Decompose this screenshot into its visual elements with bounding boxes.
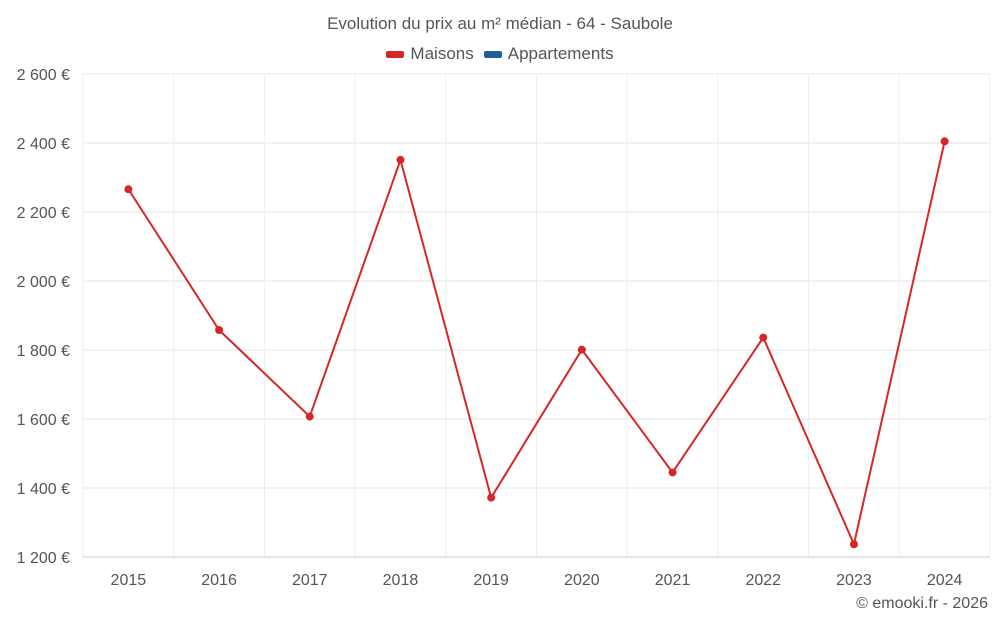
x-tick-label: 2020 bbox=[564, 572, 600, 589]
y-tick-label: 1 400 € bbox=[17, 481, 70, 498]
x-tick-label: 2016 bbox=[201, 572, 237, 589]
data-point[interactable] bbox=[305, 412, 314, 421]
x-tick-label: 2015 bbox=[111, 572, 147, 589]
legend-item-appartements[interactable]: Appartements bbox=[483, 44, 614, 64]
x-tick-label: 2023 bbox=[836, 572, 872, 589]
data-point[interactable] bbox=[577, 345, 586, 354]
x-tick-label: 2022 bbox=[745, 572, 781, 589]
chart-title: Evolution du prix au m² médian - 64 - Sa… bbox=[327, 14, 673, 33]
y-tick-label: 1 800 € bbox=[17, 343, 70, 360]
x-tick-label: 2019 bbox=[473, 572, 509, 589]
data-point[interactable] bbox=[215, 325, 224, 334]
data-point[interactable] bbox=[759, 333, 768, 342]
y-tick-label: 2 200 € bbox=[17, 205, 70, 222]
x-tick-label: 2021 bbox=[655, 572, 691, 589]
data-point[interactable] bbox=[940, 137, 949, 146]
credits-text[interactable]: © emooki.fr - 2026 bbox=[856, 595, 988, 612]
y-tick-label: 2 000 € bbox=[17, 274, 70, 291]
series-line-maisons bbox=[127, 141, 946, 546]
data-point[interactable] bbox=[487, 493, 496, 502]
legend-label-maisons: Maisons bbox=[410, 44, 474, 63]
x-tick-label: 2017 bbox=[292, 572, 328, 589]
data-point[interactable] bbox=[849, 540, 858, 549]
y-tick-label: 1 200 € bbox=[17, 550, 70, 567]
legend-swatch-maisons bbox=[386, 50, 405, 58]
x-tick-label: 2018 bbox=[383, 572, 419, 589]
y-tick-label: 1 600 € bbox=[17, 412, 70, 429]
chart-legend: Maisons Appartements bbox=[0, 44, 1000, 64]
data-point[interactable] bbox=[668, 468, 677, 477]
x-tick-label: 2024 bbox=[927, 572, 963, 589]
legend-swatch-appartements bbox=[483, 50, 502, 58]
y-tick-label: 2 600 € bbox=[17, 67, 70, 84]
data-point[interactable] bbox=[124, 185, 133, 194]
data-point[interactable] bbox=[396, 155, 405, 164]
legend-label-appartements: Appartements bbox=[507, 44, 614, 63]
y-tick-label: 2 400 € bbox=[17, 136, 70, 153]
legend-item-maisons[interactable]: Maisons bbox=[386, 44, 474, 64]
